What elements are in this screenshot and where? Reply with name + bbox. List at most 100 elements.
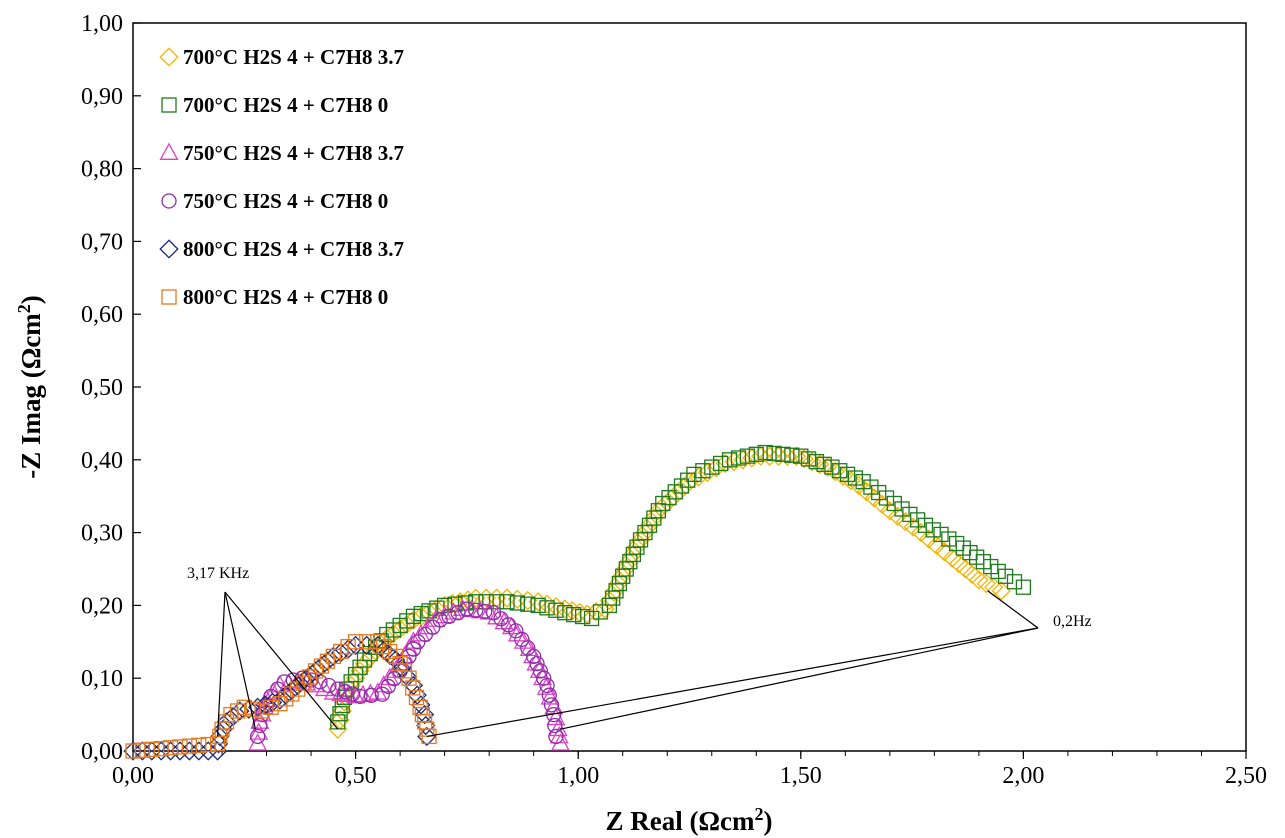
data-point — [307, 663, 324, 679]
data-point — [661, 490, 677, 506]
data-point — [529, 655, 545, 672]
legend-label: 800°C H2S 4 + C7H8 0 — [183, 285, 388, 309]
y-tick-label: 0,20 — [81, 593, 123, 619]
y-tick-label: 0,00 — [81, 739, 123, 765]
data-point — [321, 677, 337, 694]
data-point — [520, 596, 536, 612]
data-point — [808, 453, 825, 470]
data-point — [739, 448, 756, 464]
data-point — [532, 663, 549, 679]
data-point — [344, 686, 361, 702]
data-point — [604, 582, 624, 602]
x-tick-label: 2,00 — [1002, 763, 1044, 789]
data-point — [370, 634, 386, 650]
data-point — [917, 517, 934, 533]
legend-label: 750°C H2S 4 + C7H8 0 — [183, 189, 388, 213]
data-point — [539, 600, 555, 616]
data-point — [468, 602, 484, 618]
y-tick-label: 0,90 — [81, 84, 123, 110]
data-point — [161, 289, 177, 305]
legend-item: 800°C H2S 4 + C7H8 0 — [161, 285, 388, 309]
data-point — [284, 686, 300, 702]
data-point — [161, 97, 177, 113]
data-point — [541, 687, 557, 703]
data-point — [254, 703, 270, 719]
data-point — [824, 459, 840, 475]
data-point — [976, 573, 996, 594]
x-tick-label: 1,00 — [557, 763, 599, 789]
y-tick-label: 0,30 — [81, 521, 123, 547]
data-point — [810, 454, 830, 475]
legend-label: 750°C H2S 4 + C7H8 3.7 — [183, 141, 404, 165]
data-point — [910, 512, 926, 528]
data-point — [405, 641, 422, 657]
data-point — [595, 599, 615, 619]
data-point — [159, 239, 179, 259]
data-point — [405, 608, 422, 624]
data-point — [748, 446, 764, 462]
y-tick-label: 0,10 — [81, 666, 123, 692]
data-point — [757, 444, 773, 461]
y-tick-label: 0,40 — [81, 448, 123, 474]
data-point — [933, 526, 949, 543]
data-point — [775, 446, 791, 462]
data-point — [816, 456, 832, 473]
data-point — [847, 470, 863, 486]
data-point — [181, 738, 198, 754]
data-point — [444, 602, 464, 620]
data-point — [153, 740, 169, 757]
data-point — [376, 639, 392, 655]
data-point — [352, 688, 368, 705]
data-point — [132, 741, 153, 761]
data-point — [413, 605, 429, 622]
data-point — [359, 634, 375, 650]
data-point — [144, 741, 160, 758]
data-point — [401, 670, 417, 686]
data-point — [863, 479, 879, 495]
data-point — [686, 466, 702, 483]
legend: 700°C H2S 4 + C7H8 3.7 700°C H2S 4 + C7H8… — [159, 45, 404, 309]
data-point — [323, 646, 344, 667]
data-point — [784, 447, 800, 463]
data-point — [313, 658, 330, 674]
data-point — [332, 706, 348, 722]
data-point — [550, 733, 570, 751]
data-point — [470, 601, 490, 619]
data-point — [557, 605, 573, 621]
x-tick-label: 0,00 — [112, 763, 154, 789]
data-point — [170, 741, 190, 761]
y-tick-label: 0,80 — [81, 157, 123, 183]
data-point — [635, 522, 655, 543]
data-point — [296, 675, 312, 691]
y-tick-label: 0,50 — [81, 375, 123, 401]
data-point — [902, 506, 918, 523]
data-point — [839, 466, 856, 483]
data-point — [984, 577, 1004, 597]
data-point — [160, 741, 181, 761]
legend-item: 800°C H2S 4 + C7H8 3.7 — [159, 237, 404, 261]
legend-item: 750°C H2S 4 + C7H8 3.7 — [159, 141, 404, 165]
legend-label: 700°C H2S 4 + C7H8 3.7 — [183, 45, 404, 69]
legend-label: 700°C H2S 4 + C7H8 0 — [183, 93, 388, 117]
data-point — [802, 451, 822, 472]
data-point — [405, 680, 421, 696]
data-point — [548, 602, 564, 618]
data-point — [421, 728, 437, 745]
x-tick-label: 1,50 — [780, 763, 822, 789]
data-point — [408, 689, 425, 706]
legend-item: 750°C H2S 4 + C7H8 0 — [161, 189, 388, 213]
data-point — [459, 601, 475, 617]
data-point — [383, 623, 404, 644]
data-point — [380, 678, 396, 695]
data-point — [427, 599, 447, 619]
data-point — [417, 726, 437, 747]
data-point — [337, 683, 353, 700]
legend-label: 800°C H2S 4 + C7H8 3.7 — [183, 237, 404, 261]
data-point — [159, 47, 179, 67]
data-point — [855, 473, 871, 490]
annotation-label: 0,2Hz — [1053, 613, 1092, 630]
data-point — [878, 490, 895, 506]
data-point — [997, 568, 1014, 584]
data-point — [436, 597, 453, 614]
